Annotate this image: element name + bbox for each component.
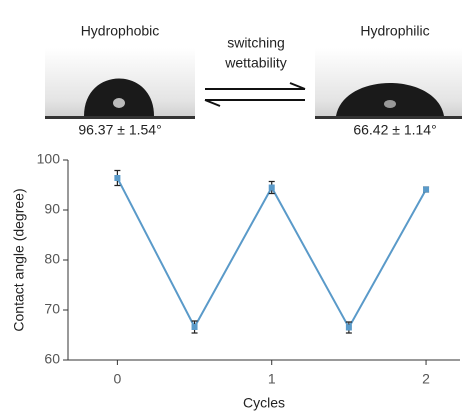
droplet [336, 83, 444, 116]
droplet-highlight [113, 98, 125, 108]
x-axis-label: Cycles [243, 395, 285, 411]
left-label: Hydrophobic [81, 23, 160, 39]
droplet [84, 78, 154, 116]
right-angle: 66.42 ± 1.14° [353, 122, 436, 138]
series-line [116, 177, 427, 330]
y-tick-label: 100 [37, 151, 61, 167]
marker [114, 175, 121, 181]
substrate [45, 116, 195, 119]
y-tick-label: 90 [44, 201, 60, 217]
left-angle: 96.37 ± 1.54° [78, 122, 161, 138]
y-tick-label: 80 [44, 251, 60, 267]
marker [345, 324, 352, 331]
marker [423, 186, 430, 193]
x-tick-label: 1 [268, 371, 276, 387]
x-tick-label: 2 [422, 371, 430, 387]
x-tick-label: 0 [113, 371, 121, 387]
arrow-head [204, 99, 221, 107]
substrate [315, 116, 462, 119]
arrow-head [289, 82, 306, 90]
y-tick-label: 70 [44, 301, 60, 317]
switch-text: wettability [224, 55, 286, 71]
droplet-highlight [384, 100, 396, 108]
marker [191, 324, 198, 330]
y-tick-label: 60 [44, 351, 60, 367]
switch-text: switching [227, 35, 285, 51]
y-axis-label: Contact angle (degree) [11, 188, 27, 331]
marker [268, 184, 275, 191]
right-label: Hydrophilic [360, 23, 429, 39]
